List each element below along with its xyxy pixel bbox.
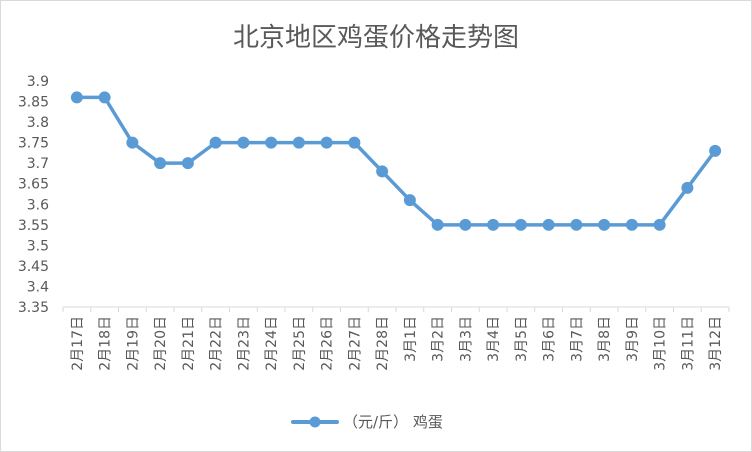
chart-title: 北京地区鸡蛋价格走势图 — [233, 23, 519, 53]
data-point — [237, 136, 250, 149]
data-point — [403, 194, 416, 207]
y-axis: 3.9 3.85 3.8 3.75 3.7 3.65 3.6 3.55 3.5 3.45 3.4 3.… — [18, 74, 49, 316]
x-tick-label: 3月1日 — [403, 316, 419, 362]
data-point — [98, 91, 111, 104]
data-point — [653, 218, 666, 231]
y-tick-label: 3.7 — [27, 156, 49, 172]
x-tick-label: 3月8日 — [597, 316, 613, 362]
y-tick-label: 3.6 — [27, 197, 49, 213]
series-line — [75, 95, 717, 227]
x-tick-label: 2月21日 — [181, 316, 197, 371]
data-point — [181, 157, 194, 170]
data-point — [709, 144, 722, 157]
y-tick-label: 3.75 — [18, 136, 49, 152]
data-point — [570, 218, 583, 231]
x-tick-label: 3月9日 — [625, 316, 641, 362]
x-tick-label: 2月26日 — [320, 316, 336, 371]
data-point — [681, 181, 694, 194]
x-tick-label: 2月23日 — [236, 316, 252, 371]
data-point — [154, 157, 167, 170]
data-point — [487, 218, 500, 231]
x-tick-label: 2月18日 — [98, 316, 114, 371]
data-point — [126, 136, 139, 149]
series-eggs — [70, 91, 722, 231]
data-point — [209, 136, 222, 149]
y-tick-label: 3.45 — [18, 259, 49, 275]
x-tick-label: 3月2日 — [431, 316, 447, 362]
y-tick-label: 3.8 — [27, 115, 49, 131]
x-tick-label: 3月12日 — [708, 316, 724, 371]
data-point — [320, 136, 333, 149]
y-tick-label: 3.4 — [27, 279, 49, 295]
data-point — [542, 218, 555, 231]
x-tick-label: 3月5日 — [514, 316, 530, 362]
data-point — [625, 218, 638, 231]
y-tick-label: 3.85 — [18, 95, 49, 111]
data-point — [292, 136, 305, 149]
x-tick-label: 2月27日 — [347, 316, 363, 371]
x-tick-label: 2月25日 — [292, 316, 308, 371]
data-point — [431, 218, 444, 231]
data-point — [514, 218, 527, 231]
x-tick-label: 2月20日 — [153, 316, 169, 371]
y-tick-label: 3.55 — [18, 218, 49, 234]
legend: （元/斤） 鸡蛋 — [291, 413, 443, 431]
x-tick-label: 2月28日 — [375, 316, 391, 371]
x-tick-label: 3月4日 — [486, 316, 502, 362]
x-tick-label: 2月22日 — [209, 316, 225, 371]
data-point — [376, 165, 389, 178]
x-tick-label: 3月7日 — [569, 316, 585, 362]
data-point — [70, 91, 83, 104]
x-axis: 2月17日 2月18日 2月19日 2月20日 2月21日 2月22日 2月23日 2月24日… — [62, 306, 730, 371]
data-point — [348, 136, 361, 149]
data-point — [459, 218, 472, 231]
x-tick-label: 2月24日 — [264, 316, 280, 371]
x-tick-label: 2月17日 — [70, 316, 86, 371]
y-tick-label: 3.65 — [18, 177, 49, 193]
x-tick-label: 3月11日 — [680, 316, 696, 371]
x-tick-label: 2月19日 — [125, 316, 141, 371]
x-tick-label: 3月10日 — [653, 316, 669, 371]
data-point — [598, 218, 611, 231]
x-tick-label: 3月3日 — [458, 316, 474, 362]
legend-dot-marker — [309, 416, 321, 428]
y-tick-label: 3.5 — [27, 238, 49, 254]
x-tick-label: 3月6日 — [542, 316, 558, 362]
data-point — [265, 136, 278, 149]
y-tick-label: 3.35 — [18, 300, 49, 316]
y-tick-label: 3.9 — [27, 74, 49, 90]
legend-label: （元/斤） 鸡蛋 — [343, 413, 443, 431]
